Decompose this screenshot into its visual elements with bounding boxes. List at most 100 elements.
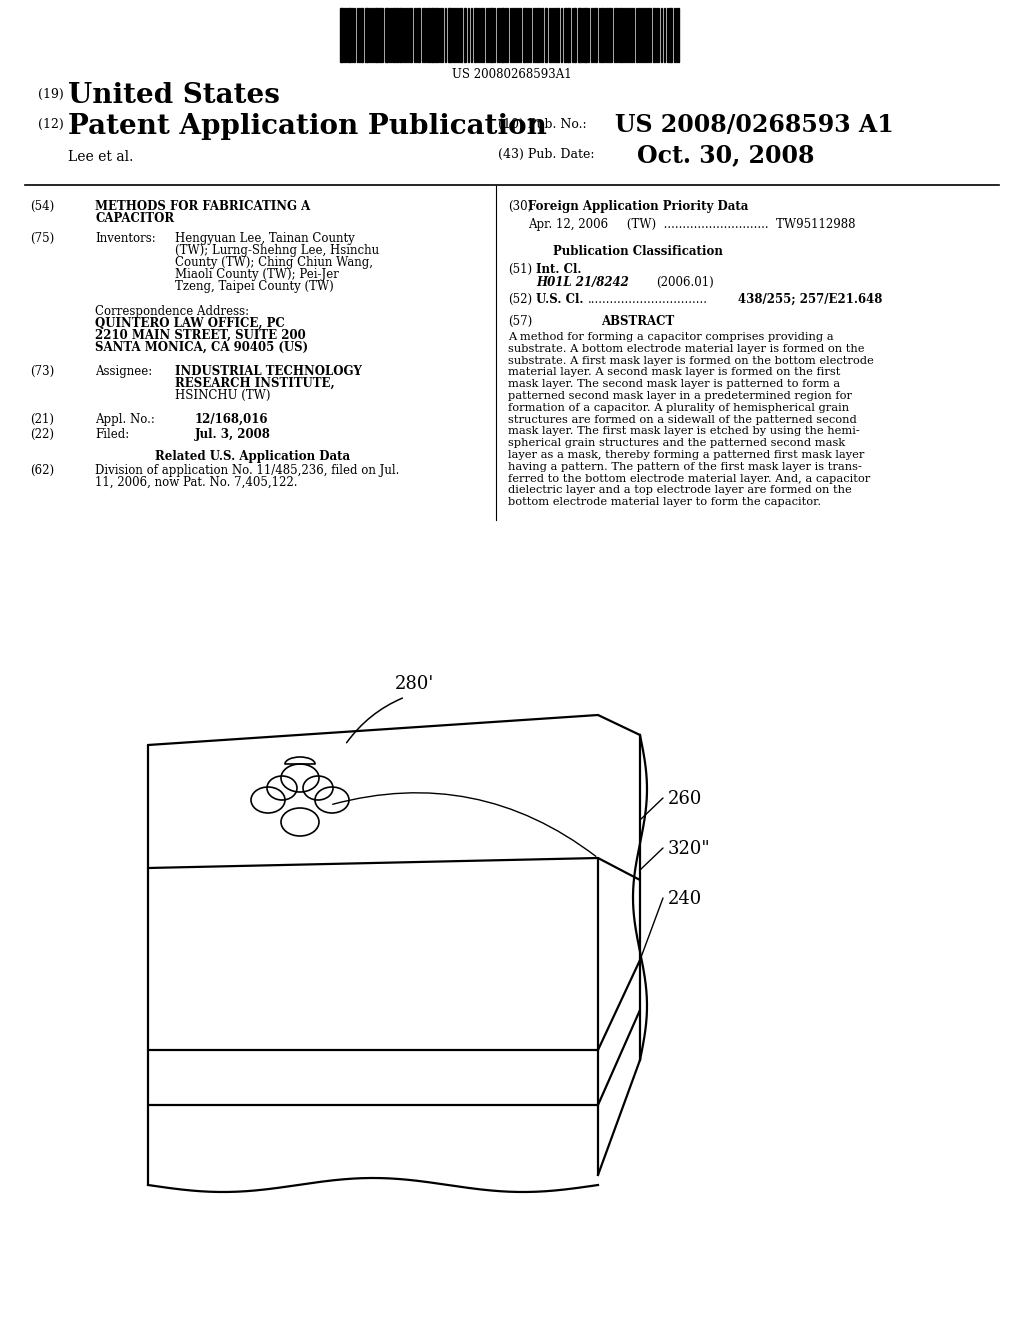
Bar (348, 8, 351, 62)
Bar (375, 8, 378, 62)
Bar (523, 8, 525, 62)
Bar (435, 8, 437, 62)
Text: 320": 320" (668, 840, 711, 858)
Bar (379, 8, 381, 62)
Text: 11, 2006, now Pat. No. 7,405,122.: 11, 2006, now Pat. No. 7,405,122. (95, 477, 298, 488)
Text: ABSTRACT: ABSTRACT (601, 315, 675, 327)
Text: H01L 21/8242: H01L 21/8242 (536, 276, 629, 289)
Bar (428, 8, 430, 62)
Text: United States: United States (68, 82, 280, 110)
Text: mask layer. The second mask layer is patterned to form a: mask layer. The second mask layer is pat… (508, 379, 840, 389)
Text: METHODS FOR FABRICATING A: METHODS FOR FABRICATING A (95, 201, 310, 213)
Bar (474, 8, 476, 62)
Text: Publication Classification: Publication Classification (553, 246, 723, 257)
Bar (393, 8, 395, 62)
Text: Jul. 3, 2008: Jul. 3, 2008 (195, 428, 271, 441)
Bar (460, 8, 462, 62)
Bar (669, 8, 672, 62)
Bar (620, 8, 622, 62)
Text: layer as a mask, thereby forming a patterned first mask layer: layer as a mask, thereby forming a patte… (508, 450, 864, 459)
Bar (564, 8, 566, 62)
Text: Related U.S. Application Data: Related U.S. Application Data (155, 450, 350, 463)
Text: HSINCHU (TW): HSINCHU (TW) (175, 389, 270, 403)
Text: Foreign Application Priority Data: Foreign Application Priority Data (527, 201, 749, 213)
Text: (73): (73) (30, 366, 54, 378)
Text: Oct. 30, 2008: Oct. 30, 2008 (637, 143, 814, 168)
Text: structures are formed on a sidewall of the patterned second: structures are formed on a sidewall of t… (508, 414, 857, 425)
Bar (608, 8, 610, 62)
Text: 12/168,016: 12/168,016 (195, 413, 268, 426)
Text: SANTA MONICA, CA 90405 (US): SANTA MONICA, CA 90405 (US) (95, 341, 308, 354)
Text: substrate. A first mask layer is formed on the bottom electrode: substrate. A first mask layer is formed … (508, 355, 873, 366)
Text: (52): (52) (508, 293, 532, 306)
Text: QUINTERO LAW OFFICE, PC: QUINTERO LAW OFFICE, PC (95, 317, 285, 330)
Bar (365, 8, 368, 62)
Text: RESEARCH INSTITUTE,: RESEARCH INSTITUTE, (175, 378, 335, 389)
Bar (361, 8, 362, 62)
Text: substrate. A bottom electrode material layer is formed on the: substrate. A bottom electrode material l… (508, 343, 864, 354)
Text: (75): (75) (30, 232, 54, 246)
Bar (449, 8, 451, 62)
Bar (567, 8, 570, 62)
Text: Division of application No. 11/485,236, filed on Jul.: Division of application No. 11/485,236, … (95, 465, 399, 477)
Text: (54): (54) (30, 201, 54, 213)
Text: (43) Pub. Date:: (43) Pub. Date: (498, 148, 595, 161)
Text: Hengyuan Lee, Tainan County: Hengyuan Lee, Tainan County (175, 232, 354, 246)
Bar (601, 8, 603, 62)
Text: (21): (21) (30, 413, 54, 426)
Text: US 20080268593A1: US 20080268593A1 (453, 69, 571, 81)
Text: Assignee:: Assignee: (95, 366, 153, 378)
Text: mask layer. The first mask layer is etched by using the hemi-: mask layer. The first mask layer is etch… (508, 426, 860, 437)
Text: Tzeng, Taipei County (TW): Tzeng, Taipei County (TW) (175, 280, 334, 293)
Text: dielectric layer and a top electrode layer are formed on the: dielectric layer and a top electrode lay… (508, 486, 852, 495)
Text: Lee et al.: Lee et al. (68, 150, 133, 164)
Text: (12): (12) (38, 117, 63, 131)
Text: (19): (19) (38, 88, 63, 102)
Bar (537, 8, 539, 62)
Bar (464, 8, 466, 62)
Bar (396, 8, 398, 62)
Text: ferred to the bottom electrode material layer. And, a capacitor: ferred to the bottom electrode material … (508, 474, 870, 483)
Bar (431, 8, 434, 62)
Text: Inventors:: Inventors: (95, 232, 156, 246)
Text: Appl. No.:: Appl. No.: (95, 413, 155, 426)
Text: (51): (51) (508, 263, 532, 276)
Bar (595, 8, 597, 62)
Text: (62): (62) (30, 465, 54, 477)
Bar (399, 8, 401, 62)
Text: 2210 MAIN STREET, SUITE 200: 2210 MAIN STREET, SUITE 200 (95, 329, 306, 342)
Text: Miaoli County (TW); Pei-Jer: Miaoli County (TW); Pei-Jer (175, 268, 339, 281)
Text: having a pattern. The pattern of the first mask layer is trans-: having a pattern. The pattern of the fir… (508, 462, 862, 471)
Text: (10) Pub. No.:: (10) Pub. No.: (498, 117, 587, 131)
Bar (501, 8, 504, 62)
Text: spherical grain structures and the patterned second mask: spherical grain structures and the patte… (508, 438, 845, 449)
Text: 280': 280' (395, 675, 434, 693)
Text: patterned second mask layer in a predetermined region for: patterned second mask layer in a predete… (508, 391, 852, 401)
Text: bottom electrode material layer to form the capacitor.: bottom electrode material layer to form … (508, 498, 821, 507)
Bar (584, 8, 587, 62)
Bar (385, 8, 388, 62)
Text: 260: 260 (668, 789, 702, 808)
Text: material layer. A second mask layer is formed on the first: material layer. A second mask layer is f… (508, 367, 841, 378)
Bar (410, 8, 412, 62)
Text: (57): (57) (508, 315, 532, 327)
Text: INDUSTRIAL TECHNOLOGY: INDUSTRIAL TECHNOLOGY (175, 366, 361, 378)
Text: formation of a capacitor. A plurality of hemispherical grain: formation of a capacitor. A plurality of… (508, 403, 849, 413)
Text: 240: 240 (668, 890, 702, 908)
Text: Patent Application Publication: Patent Application Publication (68, 114, 547, 140)
Text: A method for forming a capacitor comprises providing a: A method for forming a capacitor compris… (508, 333, 834, 342)
Bar (557, 8, 559, 62)
Bar (490, 8, 493, 62)
Text: Apr. 12, 2006     (TW)  ............................  TW95112988: Apr. 12, 2006 (TW) .....................… (528, 218, 855, 231)
Text: 438/255; 257/E21.648: 438/255; 257/E21.648 (738, 293, 883, 306)
Text: Correspondence Address:: Correspondence Address: (95, 305, 249, 318)
Bar (578, 8, 581, 62)
Text: (TW); Lurng-Shehng Lee, Hsinchu: (TW); Lurng-Shehng Lee, Hsinchu (175, 244, 379, 257)
Bar (340, 8, 343, 62)
Text: Int. Cl.: Int. Cl. (536, 263, 582, 276)
Text: (30): (30) (508, 201, 532, 213)
Text: U.S. Cl.: U.S. Cl. (536, 293, 584, 306)
Text: Filed:: Filed: (95, 428, 129, 441)
Text: County (TW); Ching Chiun Wang,: County (TW); Ching Chiun Wang, (175, 256, 373, 269)
Bar (545, 8, 547, 62)
